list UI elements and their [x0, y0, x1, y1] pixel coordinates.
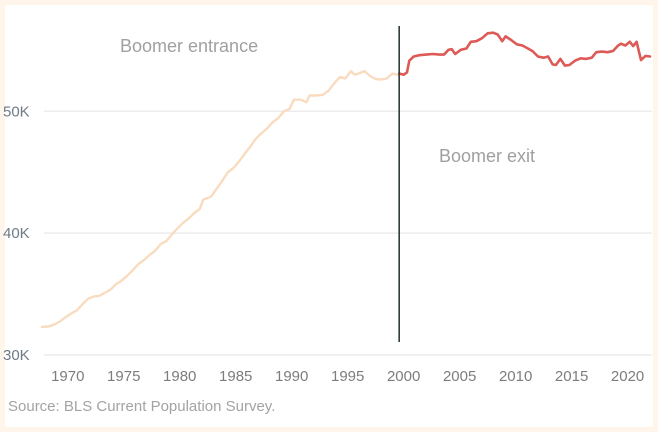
x-axis-ticks: 1970 1975 1980 1985 1990 1995 2000 2005 2010 2015… [51, 368, 644, 385]
x-tick-label: 2005 [443, 368, 476, 385]
series-line-exit [397, 31, 652, 76]
x-tick-label: 1995 [331, 368, 364, 385]
x-tick-label: 2015 [555, 368, 588, 385]
series-lines [40, 31, 652, 329]
y-tick-label: 30K [3, 347, 30, 364]
x-tick-label: 2010 [499, 368, 532, 385]
annotation-boomer-exit: Boomer exit [439, 146, 535, 166]
x-tick-label: 1990 [275, 368, 308, 385]
gridlines [44, 110, 652, 356]
series-line-entrance [40, 69, 401, 329]
x-tick-label: 2020 [611, 368, 644, 385]
y-tick-label: 40K [3, 225, 30, 242]
x-tick-label: 1970 [51, 368, 84, 385]
x-tick-label: 1985 [219, 368, 252, 385]
x-tick-label: 1975 [107, 368, 140, 385]
source-note: Source: BLS Current Population Survey. [8, 398, 276, 415]
y-tick-label: 50K [3, 103, 30, 120]
annotation-boomer-entrance: Boomer entrance [120, 36, 258, 56]
y-axis-ticks: 30K 40K 50K [3, 103, 30, 364]
x-tick-label: 1980 [163, 368, 196, 385]
x-tick-label: 2000 [387, 368, 420, 385]
